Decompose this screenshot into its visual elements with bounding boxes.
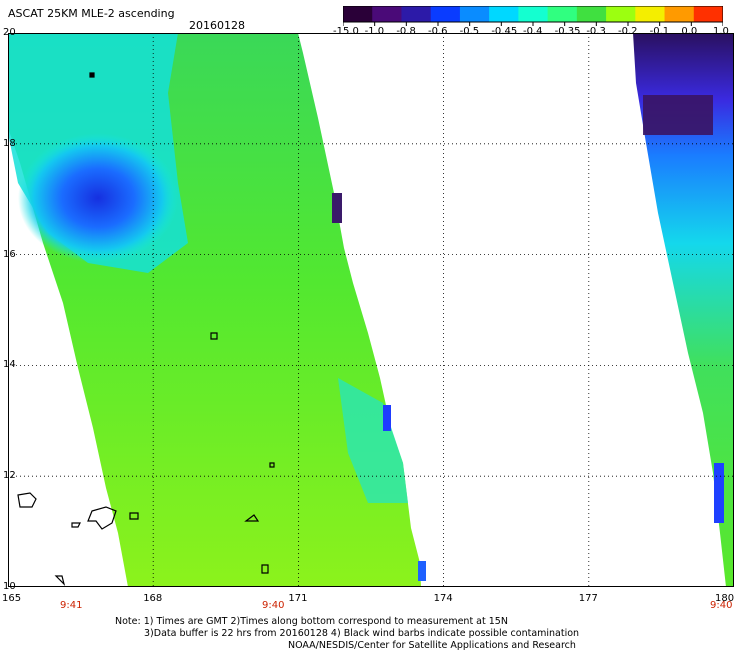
colorbar-swatch bbox=[430, 6, 461, 22]
latitude-label: 12 bbox=[3, 470, 16, 482]
colorbar-swatch bbox=[576, 6, 607, 22]
colorbar-label: 1.0 bbox=[713, 26, 729, 37]
colorbar-swatch bbox=[518, 6, 549, 22]
product-date: 20160128 bbox=[189, 19, 245, 32]
colorbar-label: -0.3 bbox=[586, 26, 606, 37]
island-2 bbox=[87, 506, 117, 530]
colorbar-swatch bbox=[547, 6, 578, 22]
cyan-patch-right bbox=[338, 378, 408, 503]
island-10 bbox=[89, 72, 95, 78]
colorbar-label: -0.6 bbox=[428, 26, 448, 37]
colorbar-label: -0.2 bbox=[618, 26, 638, 37]
latitude-label: 14 bbox=[3, 359, 16, 371]
longitude-label: 180 bbox=[715, 593, 735, 604]
blue-edge-right bbox=[714, 463, 724, 523]
colorbar-label: -0.5 bbox=[459, 26, 480, 37]
islands bbox=[17, 72, 275, 586]
colorbar-swatch bbox=[372, 6, 402, 22]
colorbar-swatch bbox=[489, 6, 519, 22]
purple-edge-cells bbox=[332, 193, 342, 223]
colorbar-swatch bbox=[459, 6, 490, 22]
colorbar-ticks bbox=[343, 22, 723, 26]
colorbar-label: -0.35 bbox=[554, 26, 581, 37]
longitude-label: 168 bbox=[143, 593, 163, 604]
colorbar-label: -0.4 bbox=[523, 26, 543, 37]
colorbar-label: -15.0 bbox=[333, 26, 359, 37]
colorbar-swatch bbox=[693, 6, 723, 22]
lat-lon-grid bbox=[8, 33, 734, 587]
map-frame bbox=[8, 33, 734, 587]
colorbar-swatches bbox=[343, 6, 723, 22]
colorbar-label: -0.8 bbox=[396, 26, 416, 37]
purple-block bbox=[643, 95, 713, 135]
latitude-label: 10 bbox=[3, 581, 16, 592]
colorbar-swatch bbox=[664, 6, 695, 22]
product-title: ASCAT 25KM MLE-2 ascending bbox=[8, 7, 175, 20]
longitude-label: 165 bbox=[2, 593, 22, 604]
pass-time-label: 9:40 bbox=[710, 600, 733, 611]
blue-swirl bbox=[18, 133, 178, 263]
pass-time-label: 9:40 bbox=[262, 600, 285, 611]
colorbar-swatch bbox=[401, 6, 432, 22]
colorbar-label: -1.0 bbox=[364, 26, 385, 37]
colorbar-label: 0.0 bbox=[681, 26, 698, 37]
swath-right bbox=[633, 33, 734, 587]
latitude-label: 16 bbox=[3, 248, 16, 260]
colorbar-label: -0.45 bbox=[491, 26, 518, 37]
blue-edge-cells bbox=[383, 405, 391, 431]
colorbar-label: -0.1 bbox=[649, 26, 670, 37]
island-7 bbox=[244, 514, 260, 522]
wind-map bbox=[8, 33, 734, 587]
island-4 bbox=[129, 512, 139, 520]
note-line-2: 3)Data buffer is 22 hrs from 20160128 4)… bbox=[144, 628, 580, 639]
pass-time-label: 9:41 bbox=[60, 600, 83, 611]
blue-corner-cells bbox=[418, 561, 426, 581]
island-9 bbox=[54, 575, 66, 586]
island-5 bbox=[210, 332, 218, 340]
island-8 bbox=[261, 564, 269, 574]
colorbar-swatch bbox=[606, 6, 636, 22]
colorbar-swatch bbox=[635, 6, 666, 22]
latitude-label: 20 bbox=[3, 27, 16, 38]
island-3 bbox=[71, 522, 81, 528]
longitude-label: 171 bbox=[288, 593, 308, 604]
colorbar bbox=[343, 6, 723, 26]
note-line-3: NOAA/NESDIS/Center for Satellite Applica… bbox=[288, 640, 576, 651]
latitude-label: 18 bbox=[3, 137, 16, 149]
colorbar-swatch bbox=[343, 6, 373, 22]
island-1 bbox=[17, 492, 37, 508]
longitude-label: 174 bbox=[433, 593, 453, 604]
island-6 bbox=[269, 462, 275, 468]
longitude-label: 177 bbox=[578, 593, 598, 604]
note-line-1: Note: 1) Times are GMT 2)Times along bot… bbox=[115, 616, 508, 627]
